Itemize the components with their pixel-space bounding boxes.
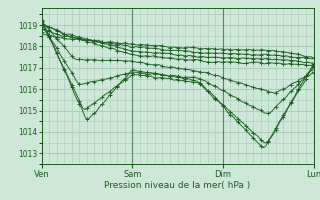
X-axis label: Pression niveau de la mer( hPa ): Pression niveau de la mer( hPa ) [104, 181, 251, 190]
